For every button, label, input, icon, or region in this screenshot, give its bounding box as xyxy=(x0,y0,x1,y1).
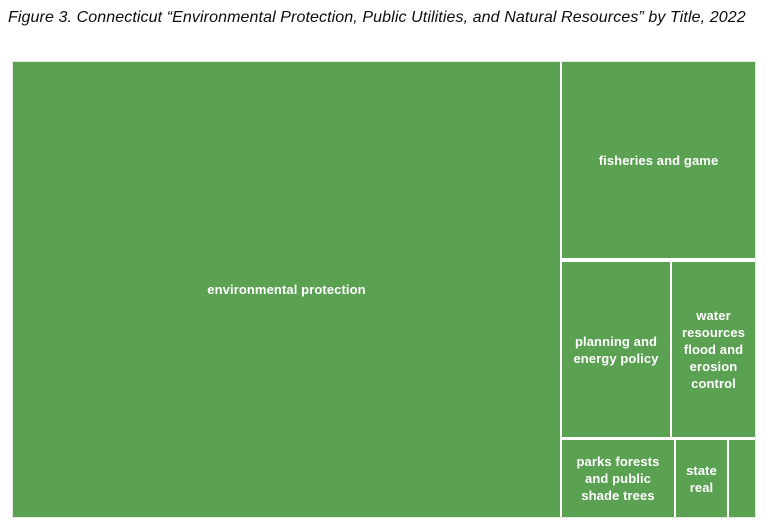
figure-title: Figure 3. Connecticut “Environmental Pro… xyxy=(8,9,746,26)
treemap-tile-label: fisheries and game xyxy=(598,152,719,168)
treemap-tile-label: state real xyxy=(686,462,717,495)
treemap-tile-label: water resources flood and erosion contro… xyxy=(681,308,746,391)
treemap-tile-water-resources-flood-and-erosion-control: water resources flood and erosion contro… xyxy=(672,262,755,437)
treemap-tile-blank xyxy=(729,440,755,517)
treemap-tile-parks-forests-and-public-shade-trees: parks forests and public shade trees xyxy=(562,440,674,517)
treemap-tile-label: planning and energy policy xyxy=(573,333,659,366)
treemap-tile-label: parks forests and public shade trees xyxy=(576,454,660,503)
treemap-tile-state-real: state real xyxy=(676,440,727,517)
treemap: environmental protection fisheries and ga… xyxy=(12,61,756,518)
treemap-tile-environmental-protection: environmental protection xyxy=(13,62,560,517)
treemap-tile-planning-and-energy-policy: planning and energy policy xyxy=(562,262,670,437)
treemap-tile-fisheries-and-game: fisheries and game xyxy=(562,62,755,258)
treemap-tile-label: environmental protection xyxy=(207,282,366,297)
